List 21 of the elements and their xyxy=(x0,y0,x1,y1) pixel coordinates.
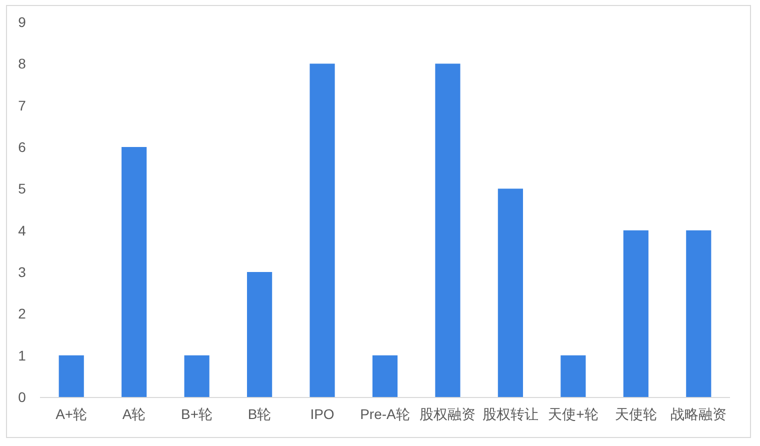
x-tick-label: 战略融资 xyxy=(670,406,727,422)
y-tick-label: 2 xyxy=(18,306,26,322)
y-tick-label: 1 xyxy=(18,347,26,364)
x-tick-label: B+轮 xyxy=(181,406,213,422)
x-tick-label: 天使轮 xyxy=(614,406,657,422)
x-tick-label: Pre-A轮 xyxy=(360,406,410,422)
y-tick-label: 5 xyxy=(18,180,26,197)
x-tick-label: A+轮 xyxy=(56,406,88,422)
y-tick-label: 7 xyxy=(18,97,26,114)
x-tick-label: 股权融资 xyxy=(420,406,476,422)
y-tick-label: 3 xyxy=(18,264,26,280)
y-tick-label: 6 xyxy=(18,139,26,155)
x-tick-label: 天使+轮 xyxy=(548,406,598,422)
x-tick-label: B轮 xyxy=(248,406,272,422)
y-tick-label: 9 xyxy=(18,14,26,30)
y-tick-label: 0 xyxy=(18,389,26,405)
x-tick-label: 股权转让 xyxy=(482,406,538,422)
y-tick-label: 8 xyxy=(18,56,26,72)
y-tick-label: 4 xyxy=(18,222,26,238)
x-tick-label: A轮 xyxy=(122,406,146,422)
x-tick-label: IPO xyxy=(310,406,334,422)
